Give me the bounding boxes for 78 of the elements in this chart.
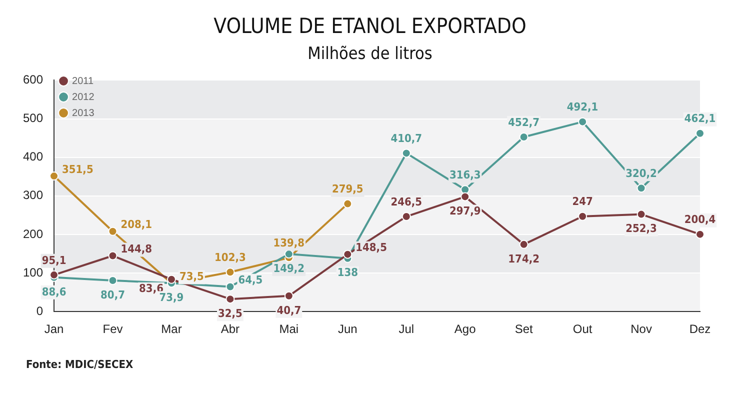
- data-label: 279,5: [332, 182, 364, 196]
- point: [578, 117, 588, 126]
- data-label: 139,8: [273, 236, 305, 250]
- data-label: 88,6: [42, 285, 66, 298]
- y-tick-label: 500: [22, 111, 44, 126]
- data-label: 40,7: [276, 304, 302, 317]
- point: [343, 199, 352, 208]
- point: [284, 291, 294, 300]
- data-label: 148,5: [356, 241, 388, 254]
- point: [50, 270, 59, 280]
- y-tick-label: 100: [22, 265, 44, 280]
- x-tick-label: Ago: [454, 322, 476, 336]
- y-tick-label: 400: [22, 150, 44, 164]
- point: [696, 128, 704, 138]
- data-label: 64,5: [238, 274, 263, 287]
- data-label: 246,5: [390, 195, 422, 208]
- point: [636, 210, 646, 219]
- x-tick-label: Dez: [689, 322, 711, 336]
- data-label: 320,2: [626, 166, 658, 180]
- x-tick-label: Nov: [630, 322, 652, 336]
- chart-subtitle: Milhões de litros: [306, 44, 434, 64]
- data-label: 73,5: [179, 270, 204, 284]
- point: [578, 212, 588, 221]
- point: [402, 148, 411, 158]
- source-note: Fonte: MDIC/SECEX: [26, 358, 134, 371]
- data-label: 174,2: [508, 252, 540, 266]
- data-label: 208,1: [120, 218, 152, 232]
- point: [460, 192, 470, 202]
- point: [108, 276, 118, 285]
- data-label: 351,5: [62, 162, 94, 176]
- data-label: 462,1: [684, 112, 716, 126]
- x-tick-label: Jun: [338, 322, 358, 336]
- data-label: 316,3: [449, 168, 481, 182]
- y-tick-label: 0: [36, 304, 44, 318]
- point: [402, 212, 411, 222]
- data-label: 452,7: [508, 116, 540, 129]
- data-label: 200,4: [684, 213, 716, 226]
- point: [696, 230, 704, 239]
- point: [108, 251, 118, 260]
- x-tick-label: Set: [514, 322, 534, 336]
- data-label: 102,3: [214, 251, 246, 264]
- legend-label: 2013: [72, 108, 95, 119]
- y-tick-label: 600: [22, 72, 44, 87]
- point: [519, 132, 528, 142]
- data-label: 144,8: [120, 242, 152, 256]
- legend-label: 2011: [72, 76, 94, 87]
- point: [226, 268, 235, 277]
- x-tick-label: Jan: [44, 322, 64, 336]
- data-label: 95,1: [42, 254, 66, 267]
- x-tick-label: Mar: [161, 322, 182, 336]
- point: [226, 282, 235, 292]
- chart-title: VOLUME DE ETANOL EXPORTADO: [212, 14, 528, 38]
- data-label: 247: [572, 195, 593, 208]
- data-label: 252,3: [626, 222, 658, 236]
- data-label: 138: [337, 266, 358, 280]
- point: [50, 172, 59, 181]
- y-tick-label: 300: [22, 188, 44, 202]
- data-label: 149,2: [273, 262, 305, 275]
- x-tick-label: Out: [572, 322, 593, 336]
- point: [284, 250, 294, 259]
- point: [343, 250, 352, 259]
- point: [166, 274, 176, 284]
- x-tick-label: Jul: [398, 322, 414, 336]
- x-tick-label: Fev: [102, 322, 123, 336]
- data-label: 410,7: [390, 132, 422, 146]
- point: [519, 240, 528, 249]
- data-label: 297,9: [449, 204, 481, 218]
- data-label: 32,5: [218, 306, 243, 320]
- x-tick-label: Mai: [279, 322, 299, 336]
- x-tick-label: Abr: [220, 322, 240, 336]
- data-label: 492,1: [566, 100, 598, 114]
- data-label: 73,9: [159, 290, 184, 304]
- point: [108, 226, 118, 236]
- point: [636, 184, 646, 193]
- data-label: 80,7: [100, 288, 126, 302]
- legend-label: 2012: [72, 92, 95, 103]
- point: [226, 294, 235, 304]
- y-tick-label: 200: [22, 226, 44, 241]
